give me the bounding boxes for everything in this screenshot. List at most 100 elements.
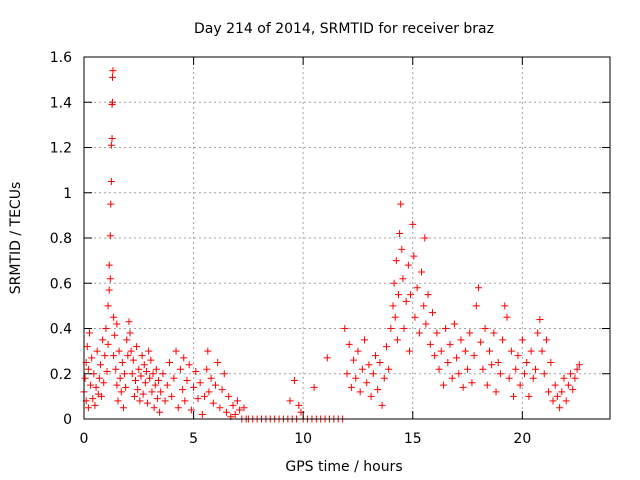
y-tick-label: 1.4 [50, 95, 72, 111]
data-point [231, 410, 239, 418]
data-point [85, 329, 93, 337]
data-point [400, 325, 408, 332]
data-point [356, 388, 364, 396]
data-point [107, 141, 115, 149]
data-point [216, 404, 224, 412]
data-point [531, 365, 539, 373]
data-point [137, 372, 145, 380]
data-point [547, 358, 555, 366]
data-point [149, 370, 157, 378]
data-point [145, 347, 153, 355]
data-point [558, 388, 566, 396]
data-point [475, 284, 482, 292]
data-point [100, 379, 108, 387]
data-point [212, 381, 219, 389]
data-point [110, 352, 118, 360]
data-point [290, 377, 298, 385]
data-point [571, 374, 579, 382]
y-tick-label: 1 [63, 186, 72, 202]
data-point [341, 325, 349, 332]
data-point [415, 329, 423, 337]
data-point [387, 325, 395, 332]
data-point [121, 370, 129, 378]
data-point [393, 336, 401, 344]
data-point [87, 381, 95, 389]
data-point [507, 347, 515, 355]
data-point [398, 245, 406, 253]
data-point [198, 410, 206, 418]
data-point [225, 392, 233, 400]
axis-ticks: 0 0.2 0.4 0.6 0.8 1 1.2 1.4 1.6 0 5 10 15 20 [50, 50, 610, 447]
data-point [185, 361, 193, 369]
x-axis-label: GPS time / hours [285, 459, 402, 475]
data-point [347, 383, 355, 391]
data-point [140, 361, 148, 369]
data-point [455, 370, 463, 378]
data-point [153, 395, 161, 403]
data-point [540, 370, 548, 378]
data-point [354, 347, 362, 355]
data-point [125, 318, 133, 326]
data-point [204, 347, 212, 355]
data-point [187, 406, 195, 414]
data-point [575, 361, 583, 369]
data-point [496, 370, 504, 378]
x-tick-label: 0 [80, 431, 89, 447]
y-tick-label: 0.6 [50, 276, 72, 292]
data-point [111, 331, 119, 339]
data-point [525, 392, 533, 400]
data-point [155, 377, 163, 385]
data-point [106, 275, 114, 283]
data-point [103, 367, 111, 375]
data-point [569, 386, 577, 394]
data-point [485, 347, 493, 355]
data-point [109, 67, 117, 75]
data-point [310, 383, 318, 391]
data-point [343, 370, 351, 378]
data-point [421, 234, 429, 242]
data-point [170, 374, 178, 382]
x-tick-label: 5 [189, 431, 198, 447]
data-point [350, 356, 358, 364]
data-point [499, 336, 507, 344]
data-point [106, 232, 114, 240]
data-point [139, 390, 147, 398]
y-tick-label: 0.4 [50, 322, 72, 338]
data-point [405, 347, 413, 355]
data-point [192, 367, 200, 375]
data-point [564, 381, 572, 389]
data-point [518, 336, 526, 344]
data-point [205, 388, 213, 396]
data-point [523, 358, 531, 366]
data-point [371, 352, 379, 360]
data-point [196, 379, 204, 387]
data-point [363, 379, 371, 387]
data-point [529, 374, 537, 382]
data-point [107, 200, 115, 208]
data-point [203, 365, 211, 373]
data-point [123, 336, 131, 344]
x-tick-label: 10 [294, 431, 312, 447]
data-point [376, 358, 384, 366]
data-point [138, 352, 146, 360]
data-point [112, 365, 120, 373]
data-point [156, 408, 164, 416]
data-point [545, 388, 553, 396]
data-point [130, 392, 138, 400]
data-point [124, 352, 132, 360]
data-point [551, 381, 559, 389]
data-point [133, 343, 141, 351]
data-point [385, 365, 393, 373]
data-point [113, 381, 121, 389]
data-point [437, 347, 445, 355]
data-point [426, 340, 434, 348]
data-point [116, 374, 124, 382]
data-point [534, 329, 542, 337]
data-point [483, 381, 491, 389]
data-point [240, 404, 248, 412]
data-point [407, 291, 415, 299]
data-point [442, 325, 450, 332]
data-point [229, 401, 237, 409]
data-point [459, 383, 467, 391]
